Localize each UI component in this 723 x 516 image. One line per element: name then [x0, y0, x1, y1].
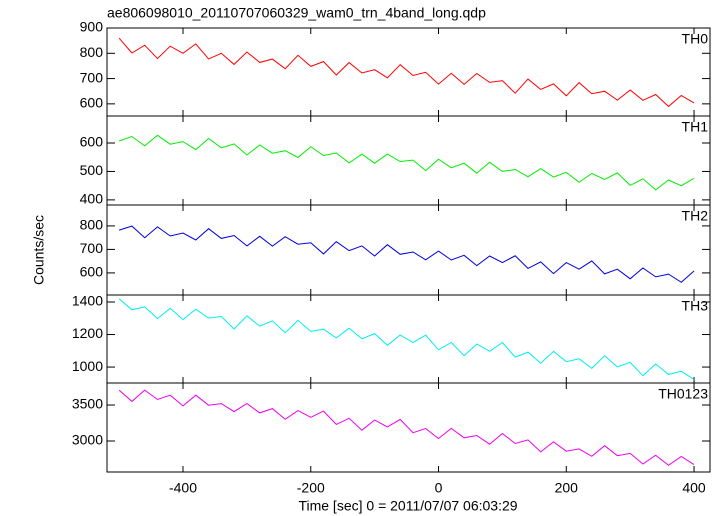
panel-frame — [106, 204, 711, 296]
panel-frame — [106, 294, 711, 384]
y-tick-label: 1000 — [72, 358, 103, 374]
y-tick-label: 3500 — [72, 396, 103, 412]
y-tick-label: 1400 — [72, 293, 103, 309]
x-axis-label: Time [sec] 0 = 2011/07/07 06:03:29 — [298, 498, 517, 514]
series-line — [118, 134, 695, 191]
chart-title: ae806098010_20110707060329_wam0_trn_4ban… — [107, 5, 486, 21]
x-tick-label: -200 — [297, 480, 325, 496]
legend-label: TH0123 — [658, 386, 708, 402]
y-axis-label: Counts/sec — [31, 215, 47, 285]
y-tick-label: 400 — [80, 191, 104, 207]
y-tick-label: 1200 — [72, 325, 103, 341]
y-tick-label: 3000 — [72, 432, 103, 448]
y-tick-label: 900 — [80, 19, 104, 35]
series-line — [118, 389, 695, 466]
legend-label: TH0 — [682, 31, 709, 47]
x-tick-label: 400 — [682, 480, 706, 496]
legend-label: TH3 — [682, 298, 709, 314]
y-tick-label: 600 — [80, 95, 104, 111]
x-tick-label: 200 — [555, 480, 579, 496]
y-tick-label: 700 — [80, 69, 104, 85]
x-tick-label: 0 — [435, 480, 443, 496]
y-tick-label: 800 — [80, 44, 104, 60]
y-tick-label: 600 — [80, 264, 104, 280]
y-tick-label: 600 — [80, 134, 104, 150]
series-line — [118, 225, 695, 283]
series-line — [118, 37, 695, 108]
x-tick-label: -400 — [169, 480, 197, 496]
y-tick-label: 800 — [80, 217, 104, 233]
legend-label: TH2 — [682, 208, 709, 224]
series-line — [118, 298, 695, 380]
legend-label: TH1 — [682, 119, 709, 135]
y-tick-label: 700 — [80, 240, 104, 256]
panel-frame — [106, 382, 711, 473]
y-tick-label: 500 — [80, 162, 104, 178]
